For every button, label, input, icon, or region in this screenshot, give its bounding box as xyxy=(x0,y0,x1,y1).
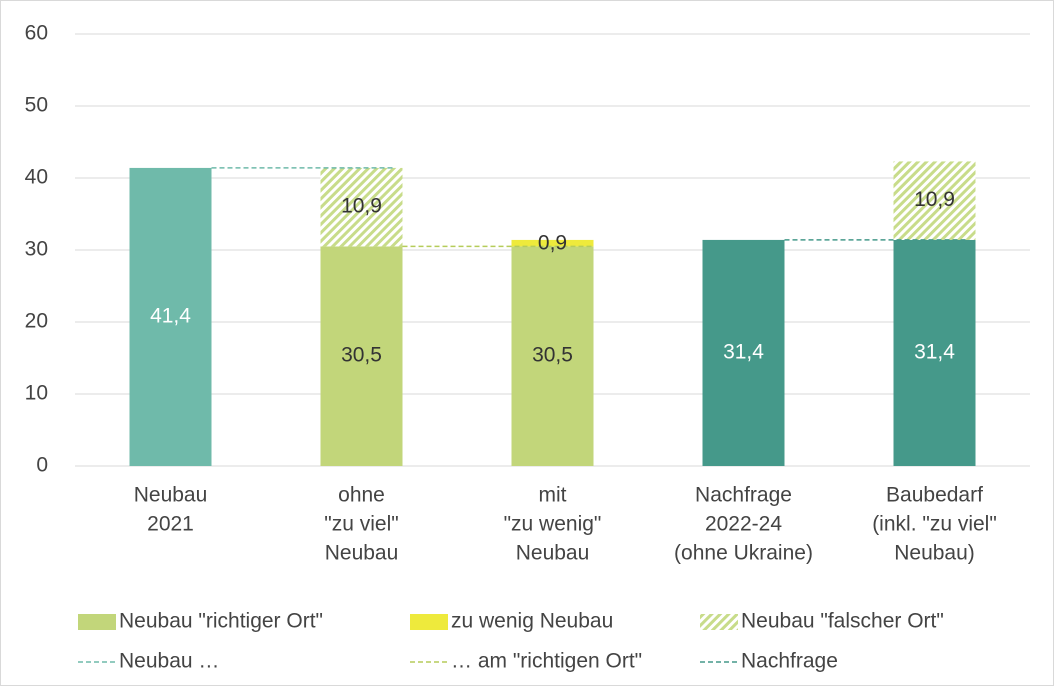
legend-label: zu wenig Neubau xyxy=(451,610,613,633)
x-tick-label: "zu wenig" xyxy=(504,513,602,536)
bar-segment xyxy=(129,167,212,467)
y-tick-label: 30 xyxy=(25,238,48,261)
legend-label: Neubau … xyxy=(119,650,219,673)
x-tick-label: "zu viel" xyxy=(324,513,398,536)
legend-label: … am "richtigen Ort" xyxy=(451,650,642,673)
y-tick-label: 50 xyxy=(25,94,48,117)
bar-segment xyxy=(511,239,594,247)
value-label: 31,4 xyxy=(723,341,764,364)
bar-segment xyxy=(320,167,403,247)
bar-segment xyxy=(511,246,594,466)
bar-segment xyxy=(702,239,785,466)
y-tick-label: 40 xyxy=(25,166,48,189)
value-label: 0,9 xyxy=(538,231,567,254)
x-tick-label: mit xyxy=(539,484,567,507)
legend-label: Neubau "richtiger Ort" xyxy=(119,610,323,633)
x-tick-label: ohne xyxy=(338,484,385,507)
value-label: 10,9 xyxy=(341,195,382,218)
y-tick-label: 20 xyxy=(25,310,48,333)
legend-swatch xyxy=(410,614,448,630)
x-tick-label: 2022-24 xyxy=(705,513,782,536)
y-tick-label: 0 xyxy=(36,454,48,477)
legend-swatch xyxy=(78,614,116,630)
x-tick-label: Neubau xyxy=(516,542,590,565)
value-label: 10,9 xyxy=(914,188,955,211)
bar-segment xyxy=(893,161,976,240)
x-tick-label: Baubedarf xyxy=(886,484,983,507)
y-tick-label: 10 xyxy=(25,382,48,405)
legend-swatch xyxy=(700,614,738,630)
x-tick-label: Neubau xyxy=(325,542,399,565)
legend-label: Nachfrage xyxy=(741,650,838,673)
y-tick-label: 60 xyxy=(25,22,48,45)
value-label: 41,4 xyxy=(150,305,191,328)
bar-segment xyxy=(893,239,976,466)
x-tick-label: Neubau xyxy=(134,484,208,507)
x-tick-label: Neubau) xyxy=(894,542,975,565)
x-tick-label: (ohne Ukraine) xyxy=(674,542,813,565)
value-label: 30,5 xyxy=(341,344,382,367)
legend-label: Neubau "falscher Ort" xyxy=(741,610,944,633)
x-tick-label: Nachfrage xyxy=(695,484,792,507)
value-label: 31,4 xyxy=(914,341,955,364)
x-tick-label: 2021 xyxy=(147,513,194,536)
bar-segment xyxy=(320,246,403,466)
x-tick-label: (inkl. "zu viel" xyxy=(872,513,997,536)
value-label: 30,5 xyxy=(532,344,573,367)
